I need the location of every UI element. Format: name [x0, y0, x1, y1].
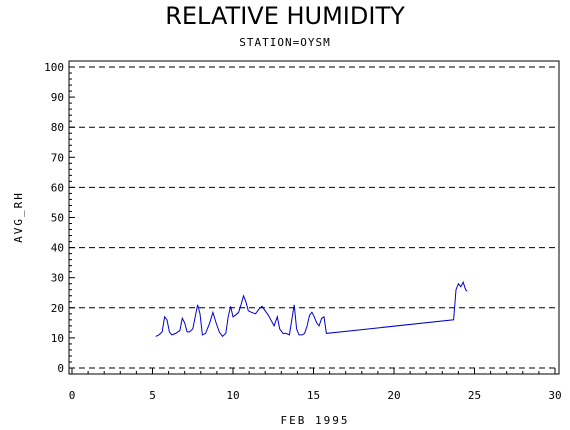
chart-subtitle: STATION=OYSM: [239, 36, 331, 49]
y-tick-label: 30: [51, 272, 64, 285]
y-tick-label: 90: [51, 91, 64, 104]
y-tick-label: 20: [51, 302, 64, 315]
y-tick-label: 40: [51, 242, 64, 255]
x-axis: 0 5 10 15 20 25 30: [69, 368, 562, 402]
chart-title: RELATIVE HUMIDITY: [165, 2, 405, 30]
y-tick-label: 60: [51, 181, 64, 194]
y-axis-label: AVG_RH: [12, 191, 25, 243]
x-tick-label: 10: [226, 389, 239, 402]
grid-lines: [69, 66, 559, 369]
y-tick-label: 70: [51, 151, 64, 164]
x-tick-label: 30: [548, 389, 561, 402]
x-axis-label: FEB 1995: [281, 414, 350, 427]
series-group: [155, 280, 468, 338]
x-tick-label: 15: [307, 389, 320, 402]
y-tick-label: 10: [51, 332, 64, 345]
y-tick-label: 80: [51, 121, 64, 134]
y-axis: 0 10 20 30 40 50 60 70 80 90 100: [44, 61, 75, 375]
y-tick-label: 100: [44, 61, 64, 74]
series-line-1: [155, 280, 468, 338]
x-tick-label: 20: [387, 389, 400, 402]
y-tick-label: 0: [57, 362, 64, 375]
x-tick-label: 5: [149, 389, 156, 402]
plot-frame: [68, 60, 560, 375]
y-tick-label: 50: [51, 212, 64, 225]
x-tick-label: 0: [69, 389, 76, 402]
x-tick-label: 25: [468, 389, 481, 402]
